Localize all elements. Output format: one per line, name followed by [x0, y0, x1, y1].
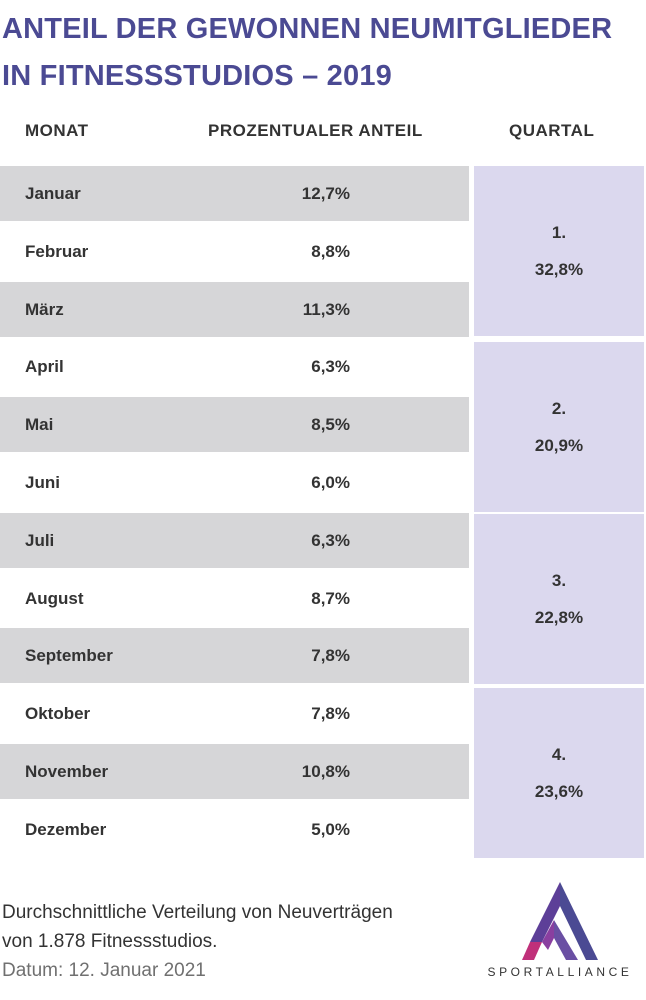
month-cell: November [25, 762, 109, 781]
footer-note: Durchschnittliche Verteilung von Neuvert… [2, 898, 472, 985]
table-row: Mai 8,5% [0, 397, 469, 452]
month-cell: Juni [25, 473, 60, 492]
column-header-month: MONAT [25, 121, 89, 140]
footer-line-1: Durchschnittliche Verteilung von Neuvert… [2, 902, 393, 923]
quarter-cell: 2. 20,9% [474, 342, 644, 512]
table-row: März 11,3% [0, 282, 469, 337]
percent-cell: 8,5% [311, 415, 350, 434]
month-cell: Oktober [25, 704, 91, 723]
quarter-cell: 1. 32,8% [474, 166, 644, 336]
percent-cell: 6,3% [311, 357, 350, 376]
title-line-1: ANTEIL DER GEWONNEN NEUMITGLIEDER [2, 13, 613, 45]
table-row: Dezember 5,0% [0, 802, 469, 857]
month-cell: September [25, 646, 113, 665]
table-row: Juli 6,3% [0, 513, 469, 568]
quarter-value: 22,8% [534, 608, 584, 627]
month-cell: August [25, 589, 84, 608]
logo-mark-icon [522, 882, 598, 960]
table-row: August 8,7% [0, 571, 469, 626]
table-row: November 10,8% [0, 744, 469, 799]
percent-cell: 8,8% [311, 242, 350, 261]
table-row: Oktober 7,8% [0, 686, 469, 741]
month-cell: Mai [25, 415, 54, 434]
month-cell: März [25, 300, 64, 319]
month-cell: April [25, 357, 64, 376]
percent-cell: 7,8% [311, 704, 350, 723]
quarter-label: 2. [551, 399, 567, 418]
quarter-cell: 4. 23,6% [474, 688, 644, 858]
quarter-value: 20,9% [534, 436, 584, 455]
percent-cell: 6,0% [311, 473, 350, 492]
percent-cell: 7,8% [311, 646, 350, 665]
table-row: Januar 12,7% [0, 166, 469, 221]
quarter-value: 32,8% [534, 260, 584, 279]
footer-date: Datum: 12. Januar 2021 [2, 960, 206, 981]
page-title: ANTEIL DER GEWONNEN NEUMITGLIEDER IN FIT… [2, 6, 642, 100]
title-line-2: IN FITNESSSTUDIOS – 2019 [2, 60, 392, 92]
month-cell: Februar [25, 242, 89, 261]
quarter-label: 4. [551, 745, 567, 764]
percent-cell: 12,7% [301, 184, 350, 203]
table-row: Februar 8,8% [0, 224, 469, 279]
quarter-cell: 3. 22,8% [474, 514, 644, 684]
footer-line-2: von 1.878 Fitnessstudios. [2, 931, 218, 952]
logo-text: SPORTALLIANCE [487, 965, 633, 979]
percent-cell: 8,7% [311, 589, 350, 608]
quarter-label: 3. [551, 571, 567, 590]
table-row: September 7,8% [0, 628, 469, 683]
percent-cell: 6,3% [311, 531, 350, 550]
sportalliance-logo: SPORTALLIANCE [478, 880, 642, 985]
percent-cell: 11,3% [302, 300, 350, 319]
percent-cell: 5,0% [311, 820, 350, 839]
table-row: April 6,3% [0, 339, 469, 394]
month-cell: Dezember [25, 820, 107, 839]
month-cell: Juli [25, 531, 55, 550]
month-cell: Januar [25, 184, 81, 203]
percent-cell: 10,8% [301, 762, 350, 781]
column-header-percent: PROZENTUALER ANTEIL [208, 121, 423, 140]
quarter-value: 23,6% [534, 782, 584, 801]
quarter-label: 1. [551, 223, 567, 242]
column-header-quarter: QUARTAL [509, 121, 595, 140]
table-row: Juni 6,0% [0, 455, 469, 510]
